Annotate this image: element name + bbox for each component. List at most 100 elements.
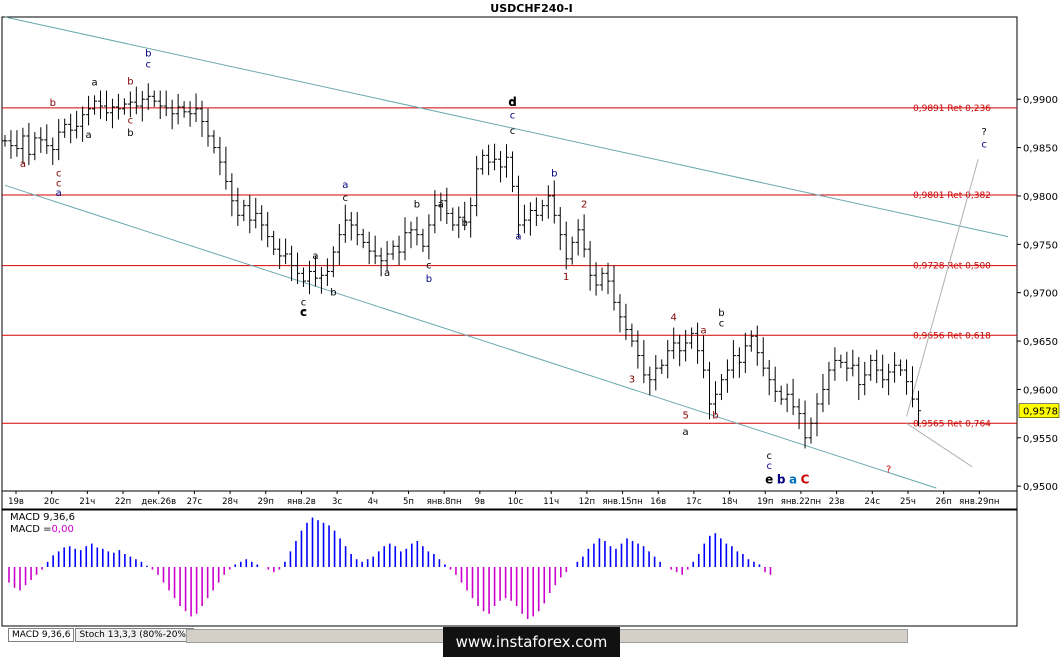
wave-label: 1 xyxy=(563,272,569,283)
price-bar xyxy=(175,93,181,125)
macd-value-prefix: MACD = xyxy=(10,524,52,535)
y-tick-label: 0,9850 xyxy=(1023,144,1058,155)
macd-value-row: MACD =0,00 xyxy=(10,524,74,535)
price-bar xyxy=(904,359,910,395)
x-axis-strip xyxy=(1,490,1018,510)
price-bar xyxy=(653,355,659,391)
wave-label: 5 xyxy=(682,410,688,421)
price-bar xyxy=(193,93,199,122)
x-tick-label: 10с xyxy=(508,497,524,507)
wave-label: a xyxy=(312,251,318,262)
wave-label: b xyxy=(50,98,56,109)
price-bar xyxy=(814,393,820,437)
price-bar xyxy=(886,363,892,396)
price-bar xyxy=(766,359,772,396)
price-bar xyxy=(205,108,211,147)
price-bar xyxy=(324,258,330,286)
price-bar xyxy=(820,373,826,413)
price-bar xyxy=(223,146,229,190)
price-bar xyxy=(372,235,378,265)
price-bar xyxy=(277,238,283,269)
macd-area xyxy=(1,509,1018,627)
wave-label: 3 xyxy=(629,375,635,386)
wave-label: a xyxy=(20,159,26,170)
price-bar xyxy=(20,127,26,165)
price-bar xyxy=(408,221,414,249)
price-bar xyxy=(68,113,74,144)
price-bar xyxy=(163,90,169,117)
wave-label: c xyxy=(128,115,134,126)
price-bar xyxy=(730,340,736,379)
price-bar xyxy=(868,354,874,381)
price-bar xyxy=(742,332,748,373)
price-bar xyxy=(808,417,814,444)
price-bar xyxy=(342,204,348,243)
price-bar xyxy=(133,86,139,115)
x-tick-label: янв.8пн xyxy=(427,497,462,507)
price-bar xyxy=(74,110,80,139)
price-bar xyxy=(856,357,862,401)
x-tick-label: янв.15пн xyxy=(602,497,642,507)
price-bar xyxy=(426,214,432,260)
price-bar xyxy=(169,99,175,130)
price-bar xyxy=(390,240,396,260)
upper-channel-line xyxy=(4,16,1009,238)
fib-label-3: 0,9656 Ret 0,618 xyxy=(913,331,991,341)
price-bar xyxy=(701,335,707,379)
x-tick-label: 29п xyxy=(258,497,274,507)
wave-label: b xyxy=(712,410,718,421)
price-bar xyxy=(259,205,265,241)
price-bar xyxy=(754,325,760,366)
wave-label: a xyxy=(700,325,706,336)
price-bar xyxy=(605,262,611,295)
price-bar xyxy=(199,100,205,137)
projection-down-line xyxy=(906,422,973,468)
wave-label: c xyxy=(56,178,62,189)
price-bar xyxy=(551,180,557,224)
price-bar xyxy=(247,194,253,234)
x-tick-label: 26п xyxy=(935,497,951,507)
price-bar xyxy=(271,230,277,255)
price-bar xyxy=(229,173,235,217)
wave-label: b xyxy=(127,128,133,139)
wave-label: c xyxy=(301,297,307,308)
price-bar xyxy=(671,327,677,359)
price-bar xyxy=(157,90,163,120)
price-bar xyxy=(265,211,271,248)
tab-stoch[interactable]: Stoch 13,3,3 (80%-20%) xyxy=(75,628,194,642)
price-bar xyxy=(151,90,157,107)
price-bar xyxy=(838,354,844,369)
price-bar xyxy=(80,106,86,142)
x-tick-label: 22п xyxy=(115,497,131,507)
price-bar xyxy=(718,373,724,401)
fib-label-0: 0,9891 Ret 0,236 xyxy=(913,104,991,114)
wave-label: a xyxy=(56,188,62,199)
x-tick-label: дек.26в xyxy=(141,497,176,507)
wave-label: c xyxy=(719,319,725,330)
price-bar xyxy=(533,197,539,226)
price-bar xyxy=(593,262,599,296)
price-bar xyxy=(689,327,695,349)
x-tick-label: 16в xyxy=(650,497,666,507)
price-bar xyxy=(283,238,289,265)
price-bar xyxy=(587,240,593,291)
x-tick-label: 3с xyxy=(332,497,342,507)
tab-macd[interactable]: MACD 9,36,6 xyxy=(8,628,75,642)
watermark: www.instaforex.com xyxy=(443,627,620,657)
price-bar xyxy=(217,136,223,176)
price-bar xyxy=(115,93,121,120)
price-bar xyxy=(438,192,444,222)
price-bar xyxy=(629,323,635,347)
price-bar xyxy=(312,255,318,287)
price-bar xyxy=(14,130,20,157)
price-bar xyxy=(874,349,880,384)
price-bar xyxy=(378,247,384,277)
price-bar xyxy=(2,135,8,147)
wave-label: a xyxy=(683,427,689,438)
wave-label: ? xyxy=(886,465,891,476)
x-tick-label: 23в xyxy=(829,497,845,507)
price-bar xyxy=(898,359,904,376)
price-bar xyxy=(38,127,44,153)
price-bar xyxy=(826,361,832,405)
